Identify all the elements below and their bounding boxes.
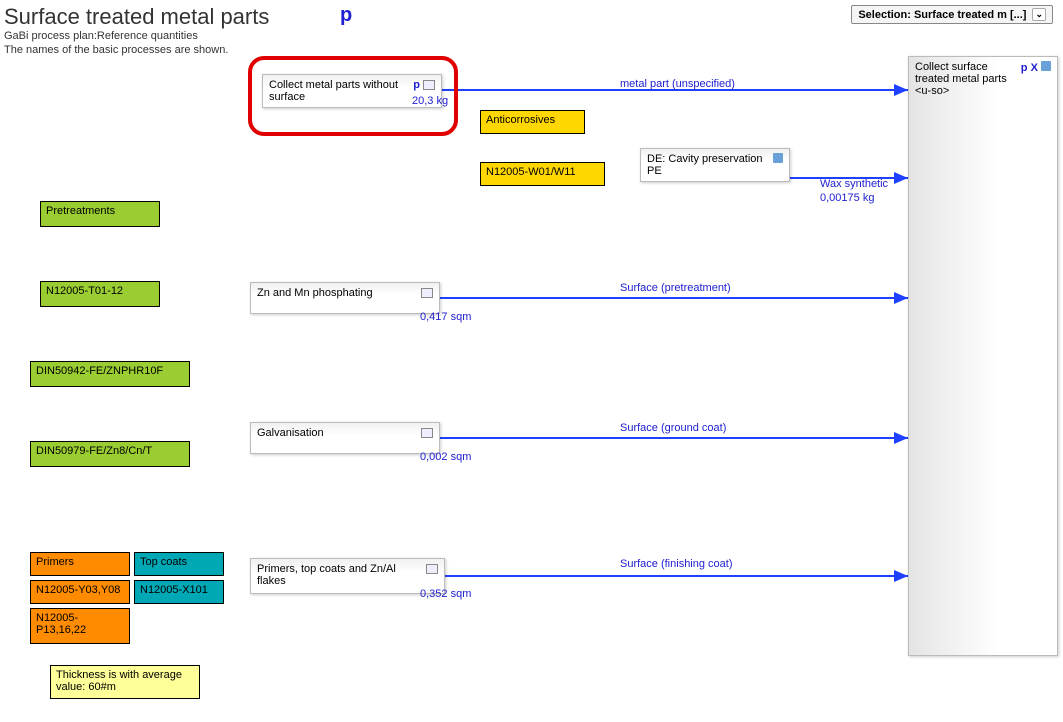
flow-value: 20,3 kg (412, 95, 448, 107)
output-text2: <u-so> (915, 85, 1051, 97)
info-icon (423, 80, 435, 90)
selection-dropdown[interactable]: Selection: Surface treated m [...] ⌄ (851, 5, 1053, 24)
tag-box[interactable]: DIN50979-FE/Zn8/Cn/T (30, 441, 190, 467)
process-box-primers[interactable]: Primers, top coats and Zn/Al flakes (250, 558, 445, 594)
output-x-marker: X (1031, 62, 1038, 74)
tag-box[interactable]: Primers (30, 552, 130, 576)
tag-box[interactable]: Thickness is with average value: 60#m (50, 665, 200, 699)
flow-label: Surface (finishing coat) (620, 558, 740, 570)
output-p-marker: p (1021, 62, 1028, 74)
selection-label: Selection: Surface treated m [...] (858, 9, 1026, 21)
process-label: Collect metal parts without surface (269, 79, 413, 103)
output-text1: Collect surface treated metal parts (915, 61, 1015, 85)
tag-box[interactable]: N12005-T01-12 (40, 281, 160, 307)
info-icon (426, 564, 438, 574)
tag-box[interactable]: Anticorrosives (480, 110, 585, 134)
tag-box[interactable]: Top coats (134, 552, 224, 576)
tag-box[interactable]: N12005-P13,16,22 (30, 608, 130, 644)
tag-box[interactable]: N12005-X101 (134, 580, 224, 604)
info-icon (421, 288, 433, 298)
process-label: DE: Cavity preservation PE (647, 153, 767, 177)
process-box-galvanisation[interactable]: Galvanisation (250, 422, 440, 454)
tag-box[interactable]: DIN50942-FE/ZNPHR10F (30, 361, 190, 387)
gear-icon (773, 153, 783, 163)
flow-value: 0,00175 kg (820, 192, 874, 204)
subtitle-1: GaBi process plan:Reference quantities (4, 30, 198, 42)
info-icon (421, 428, 433, 438)
process-box-phosphating[interactable]: Zn and Mn phosphating (250, 282, 440, 314)
subtitle-2: The names of the basic processes are sho… (4, 44, 228, 56)
process-label: Galvanisation (257, 427, 324, 439)
collect-output-box[interactable]: Collect surface treated metal parts p X … (908, 56, 1058, 656)
tag-box[interactable]: N12005-W01/W11 (480, 162, 605, 186)
chevron-down-icon: ⌄ (1032, 8, 1046, 21)
tag-box[interactable]: Pretreatments (40, 201, 160, 227)
flow-value: 0,352 sqm (420, 588, 471, 600)
tag-box[interactable]: N12005-Y03,Y08 (30, 580, 130, 604)
page-title: Surface treated metal parts (4, 4, 269, 30)
flow-label: Surface (ground coat) (620, 422, 740, 434)
flow-value: 0,417 sqm (420, 311, 471, 323)
flow-label: metal part (unspecified) (620, 78, 740, 90)
flow-value: 0,002 sqm (420, 451, 471, 463)
flow-label: Surface (pretreatment) (620, 282, 740, 294)
process-label: Primers, top coats and Zn/Al flakes (257, 563, 422, 587)
process-label: Zn and Mn phosphating (257, 287, 373, 299)
gear-icon (1041, 61, 1051, 71)
flow-label: Wax synthetic (820, 178, 888, 190)
process-box-cavity[interactable]: DE: Cavity preservation PE (640, 148, 790, 182)
p-marker: p (340, 4, 352, 27)
p-marker-small: p (413, 79, 423, 91)
